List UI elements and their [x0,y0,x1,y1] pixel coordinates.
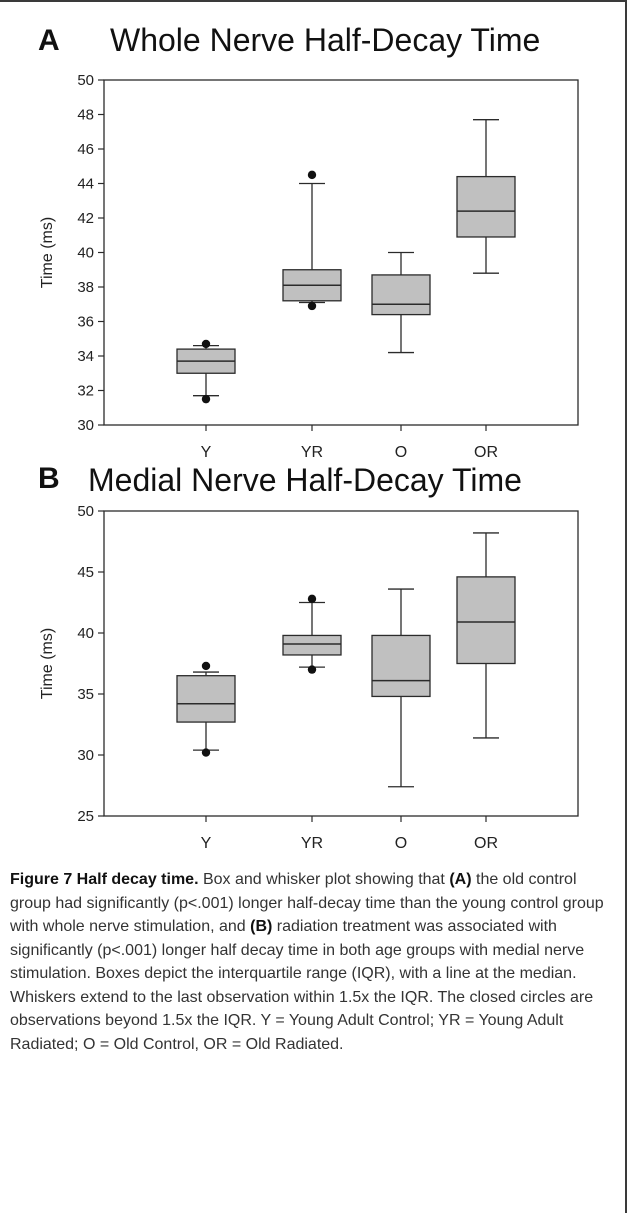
panel-letter: B [38,462,60,495]
chart-title: Medial Nerve Half-Decay Time [88,462,522,498]
x-tick-label: OR [474,444,498,461]
box-iqr [456,576,516,665]
y-tick-label: 48 [77,107,94,124]
y-axis-label: Time (ms) [39,628,56,699]
y-tick-label: 30 [77,747,94,764]
plot-frame [103,510,579,817]
box-iqr [371,274,431,316]
y-axis-label: Time (ms) [39,217,56,288]
box-iqr [282,634,342,656]
plot-frame [103,79,579,426]
outlier-point [201,661,211,671]
x-tick-label: O [395,835,407,852]
figure-caption: Figure 7 Half decay time. Box and whiske… [10,868,616,1056]
outlier-point [201,748,211,757]
box-iqr [371,634,431,698]
y-tick-label: 50 [77,72,94,89]
caption-title: Figure 7 Half decay time. [10,871,199,888]
x-tick-label: OR [474,835,498,852]
x-tick-label: O [395,444,407,461]
y-tick-label: 42 [77,210,94,227]
outlier-point [307,301,317,311]
y-tick-label: 34 [77,348,94,365]
caption-text: the old control group had significantly … [10,871,604,935]
y-tick-label: 50 [77,503,94,520]
y-tick-label: 44 [77,176,94,193]
y-tick-label: 46 [77,141,94,158]
y-tick-label: 38 [77,279,94,296]
box-iqr [176,675,236,723]
y-tick-label: 40 [77,245,94,262]
outlier-point [201,339,211,349]
panel-b: B Medial Nerve Half-Decay Time 25 30 35 40 4… [0,452,627,862]
caption-text: Box and whisker plot showing that [198,871,450,888]
x-tick-label: Y [201,835,212,852]
y-tick-label: 36 [77,314,94,331]
caption-label-a: (A) [449,871,472,888]
y-tick-label: 32 [77,383,94,400]
y-tick-label: 25 [77,808,94,825]
box-plot-medial-nerve: 25 30 35 40 45 50 Time (ms) Y YR O OR [39,503,579,852]
y-tick-label: 40 [77,625,94,642]
y-tick-label: 35 [77,686,94,703]
outlier-point [201,394,211,404]
x-tick-label: YR [301,444,323,461]
x-tick-label: YR [301,835,323,852]
box-iqr [456,175,516,238]
caption-label-b: (B) [250,918,273,935]
outlier-point [307,170,317,180]
chart-title: Whole Nerve Half-Decay Time [110,22,541,58]
y-tick-label: 45 [77,564,94,581]
outlier-point [307,665,317,674]
panel-a: A Whole Nerve Half-Decay Time 30 32 34 36 38… [0,0,627,461]
y-tick-label: 30 [77,417,94,434]
caption-text: radiation treatment was associated with … [10,918,594,1053]
box-plot-whole-nerve: 30 32 34 36 38 40 42 44 46 48 50 Time (ms) Y YR O OR [39,72,579,461]
x-tick-label: Y [201,444,212,461]
outlier-point [307,594,317,604]
panel-letter: A [38,24,60,57]
